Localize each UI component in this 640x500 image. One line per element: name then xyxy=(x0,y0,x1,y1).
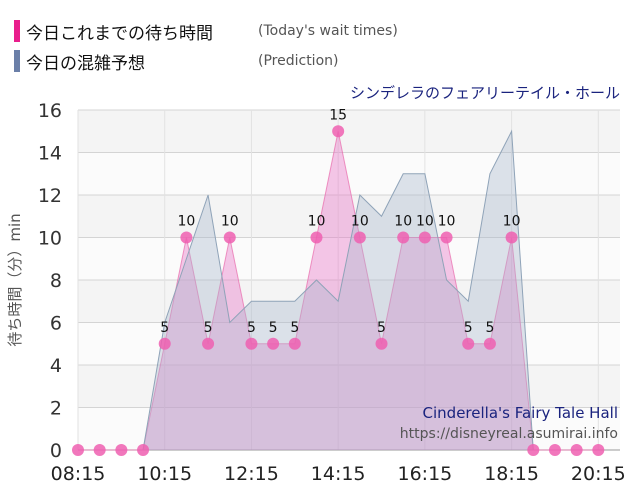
today-wait-point xyxy=(397,231,410,244)
data-label: 10 xyxy=(394,214,412,230)
today-wait-point xyxy=(592,444,605,456)
y-tick-label: 0 xyxy=(50,440,62,462)
today-wait-point xyxy=(418,231,431,244)
legend-item-today: 今日これまでの待ち時間 (Today's wait times) xyxy=(14,18,398,44)
today-wait-point xyxy=(93,444,106,456)
today-wait-point xyxy=(223,231,236,244)
today-wait-point xyxy=(115,444,128,456)
today-wait-point xyxy=(310,231,323,244)
prediction-line xyxy=(142,129,534,451)
y-tick-label: 10 xyxy=(38,228,62,250)
today-wait-point xyxy=(137,444,150,456)
plot-band xyxy=(78,237,620,280)
data-label: 10 xyxy=(308,214,326,230)
legend-swatch-today xyxy=(14,20,20,42)
today-wait-point xyxy=(332,125,345,138)
x-tick-label: 10:15 xyxy=(137,463,192,485)
today-wait-point xyxy=(483,337,496,350)
y-tick-label: 12 xyxy=(38,185,62,207)
x-tick-label: 12:15 xyxy=(224,463,279,485)
data-label: 10 xyxy=(503,214,521,230)
today-wait-point xyxy=(245,337,258,350)
plot-band xyxy=(78,280,620,323)
data-label: 5 xyxy=(377,320,386,336)
x-tick-label: 08:15 xyxy=(51,463,106,485)
today-wait-point xyxy=(440,231,453,244)
today-wait-point xyxy=(353,231,366,244)
today-wait-point xyxy=(570,444,583,456)
y-tick-label: 4 xyxy=(50,355,62,377)
x-tick-label: 18:15 xyxy=(484,463,539,485)
x-tick-label: 16:15 xyxy=(397,463,452,485)
today-wait-point xyxy=(462,337,475,350)
legend-label-today: 今日これまでの待ち時間 xyxy=(26,23,213,44)
data-label: 5 xyxy=(269,320,278,336)
legend-note-today: (Today's wait times) xyxy=(258,23,398,39)
today-wait-point xyxy=(267,337,280,350)
watermark-attraction-name: Cinderella's Fairy Tale Hall xyxy=(422,404,618,422)
today-wait-point xyxy=(375,337,388,350)
data-label: 5 xyxy=(290,320,299,336)
y-tick-label: 14 xyxy=(38,143,62,165)
y-tick-label: 2 xyxy=(50,398,62,420)
today-wait-point xyxy=(527,444,540,456)
data-label: 5 xyxy=(464,320,473,336)
data-label: 10 xyxy=(416,214,434,230)
data-label: 5 xyxy=(204,320,213,336)
today-wait-area xyxy=(78,131,599,450)
x-tick-label: 14:15 xyxy=(311,463,366,485)
today-wait-point xyxy=(72,444,84,456)
y-tick-label: 8 xyxy=(50,270,62,292)
data-label: 5 xyxy=(485,320,494,336)
legend-item-prediction: 今日の混雑予想 (Prediction) xyxy=(14,48,338,74)
x-tick-label: 20:15 xyxy=(571,463,626,485)
today-wait-point xyxy=(202,337,215,350)
legend-swatch-prediction xyxy=(14,50,20,72)
y-tick-label: 6 xyxy=(50,313,62,335)
y-axis-label: 待ち時間（分）min xyxy=(6,213,24,346)
today-wait-point xyxy=(158,337,171,350)
prediction-area xyxy=(143,131,534,450)
today-wait-point xyxy=(288,337,301,350)
plot-band xyxy=(78,110,620,153)
data-label: 5 xyxy=(247,320,256,336)
plot-band xyxy=(78,195,620,238)
attraction-name: シンデレラのフェアリーテイル・ホール xyxy=(349,84,620,102)
today-wait-point xyxy=(180,231,193,244)
legend-note-prediction: (Prediction) xyxy=(258,53,339,69)
today-wait-point xyxy=(505,231,518,244)
data-label: 5 xyxy=(160,320,169,336)
data-label: 10 xyxy=(221,214,239,230)
watermark-site-url: https://disneyreal.asumirai.info xyxy=(399,426,618,442)
legend-label-prediction: 今日の混雑予想 xyxy=(26,53,145,74)
data-label: 10 xyxy=(438,214,456,230)
data-label: 10 xyxy=(351,214,369,230)
today-wait-point xyxy=(548,444,561,456)
plot-band xyxy=(78,152,620,195)
data-label: 10 xyxy=(177,214,195,230)
data-label: 15 xyxy=(329,107,347,123)
y-tick-label: 16 xyxy=(38,100,62,122)
